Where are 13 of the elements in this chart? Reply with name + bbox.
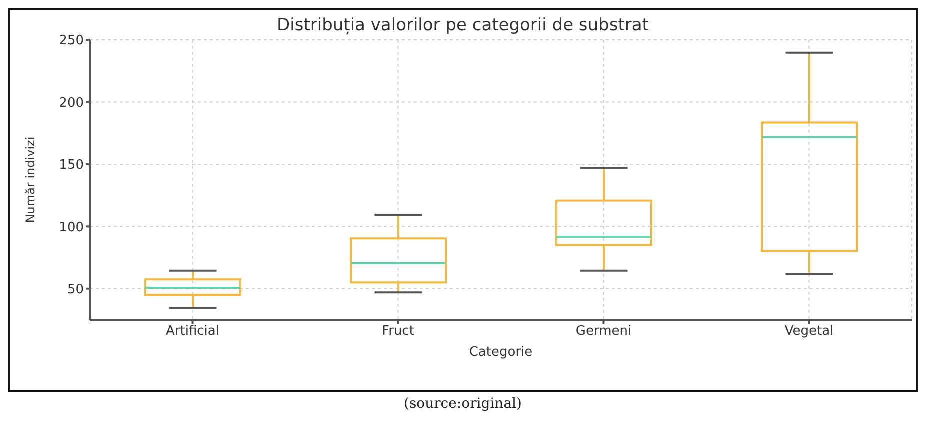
text: (source:original) bbox=[403, 396, 523, 412]
y-tick-label: 200 bbox=[59, 96, 84, 111]
chart-title: Distribuția valorilor pe categorii de substrat bbox=[277, 16, 650, 36]
y-tick-label: 150 bbox=[59, 158, 84, 174]
x-tick-label: Germeni bbox=[576, 324, 632, 340]
y-tick-label: 250 bbox=[59, 34, 84, 49]
y-tick-label: 100 bbox=[59, 220, 84, 236]
x-tick-label: Fruct bbox=[382, 324, 414, 340]
y-axis-title: Număr indivizi bbox=[23, 136, 38, 224]
x-tick-label: Artificial bbox=[166, 324, 220, 340]
x-tick-label: Vegetal bbox=[784, 324, 834, 340]
y-tick-label: 50 bbox=[67, 282, 84, 298]
x-axis-title: Categorie bbox=[469, 345, 533, 360]
